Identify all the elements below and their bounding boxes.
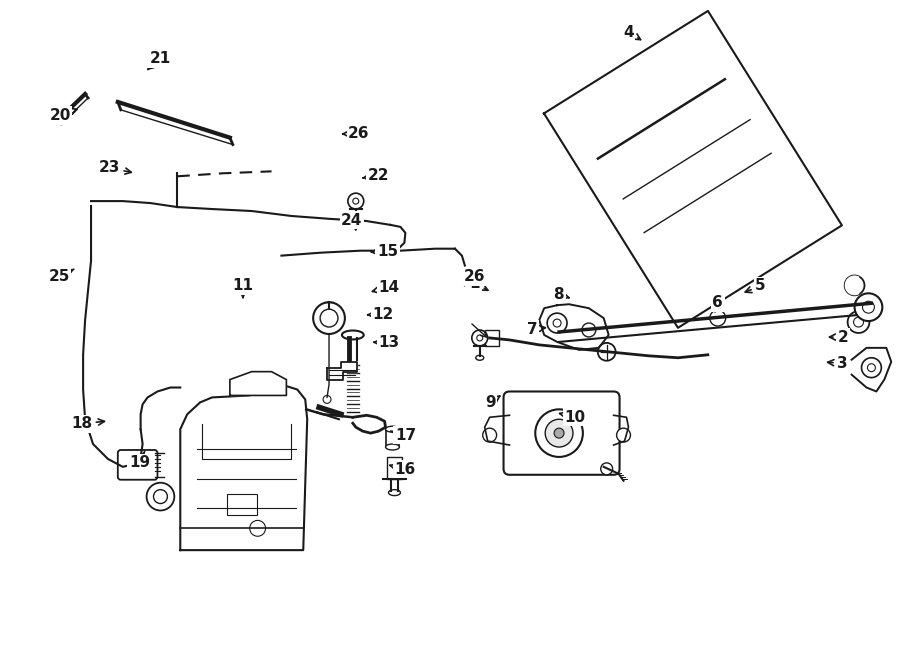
Circle shape (582, 323, 596, 337)
Text: 26: 26 (464, 269, 486, 286)
Text: 4: 4 (623, 24, 641, 40)
Text: 17: 17 (391, 428, 416, 443)
Text: 22: 22 (363, 169, 390, 183)
FancyBboxPatch shape (503, 391, 619, 475)
Text: 9: 9 (485, 395, 500, 410)
Bar (386, 457, 402, 479)
Circle shape (554, 319, 561, 327)
Text: 19: 19 (129, 451, 150, 471)
Circle shape (154, 490, 167, 504)
Bar (485, 330, 499, 346)
Text: 6: 6 (713, 295, 723, 312)
Text: 16: 16 (390, 462, 416, 477)
Text: 7: 7 (526, 322, 545, 336)
Circle shape (600, 463, 613, 475)
Circle shape (848, 311, 869, 333)
Polygon shape (180, 385, 307, 550)
Ellipse shape (385, 444, 400, 450)
Polygon shape (327, 362, 356, 379)
Circle shape (554, 428, 564, 438)
Ellipse shape (389, 490, 400, 496)
Text: 1: 1 (470, 276, 488, 291)
Text: 15: 15 (372, 245, 398, 259)
Ellipse shape (385, 426, 400, 432)
Ellipse shape (352, 218, 360, 223)
Circle shape (861, 358, 881, 377)
Bar (227, 494, 256, 516)
Text: 5: 5 (745, 278, 766, 293)
Circle shape (545, 419, 573, 447)
Text: 26: 26 (343, 126, 370, 141)
Circle shape (598, 343, 616, 361)
Circle shape (536, 409, 583, 457)
Polygon shape (230, 371, 286, 395)
Text: 20: 20 (50, 108, 77, 123)
Circle shape (147, 483, 175, 510)
Bar (385, 429, 400, 447)
Circle shape (868, 364, 876, 371)
Text: 21: 21 (148, 51, 171, 69)
Circle shape (482, 428, 497, 442)
Circle shape (348, 193, 364, 209)
Circle shape (853, 317, 863, 327)
Text: 3: 3 (828, 356, 848, 371)
Text: 12: 12 (367, 307, 393, 323)
Text: 11: 11 (232, 278, 254, 298)
Circle shape (862, 301, 875, 313)
Circle shape (249, 520, 266, 536)
Text: 8: 8 (554, 287, 569, 302)
Circle shape (323, 395, 331, 403)
Circle shape (710, 310, 725, 326)
Wedge shape (845, 276, 859, 295)
Circle shape (477, 335, 482, 341)
Ellipse shape (476, 356, 483, 360)
Text: 14: 14 (373, 280, 400, 295)
Text: 2: 2 (830, 330, 848, 344)
FancyBboxPatch shape (118, 450, 158, 480)
Text: 18: 18 (71, 416, 104, 431)
Text: 13: 13 (374, 335, 400, 350)
Circle shape (320, 309, 338, 327)
Circle shape (313, 302, 345, 334)
Text: 23: 23 (98, 161, 131, 175)
Circle shape (472, 330, 488, 346)
Circle shape (547, 313, 567, 333)
Circle shape (616, 428, 631, 442)
Text: 24: 24 (341, 213, 363, 230)
Text: 10: 10 (560, 410, 586, 424)
Text: 25: 25 (49, 269, 74, 284)
Circle shape (855, 293, 882, 321)
Ellipse shape (342, 330, 364, 340)
Circle shape (353, 198, 359, 204)
